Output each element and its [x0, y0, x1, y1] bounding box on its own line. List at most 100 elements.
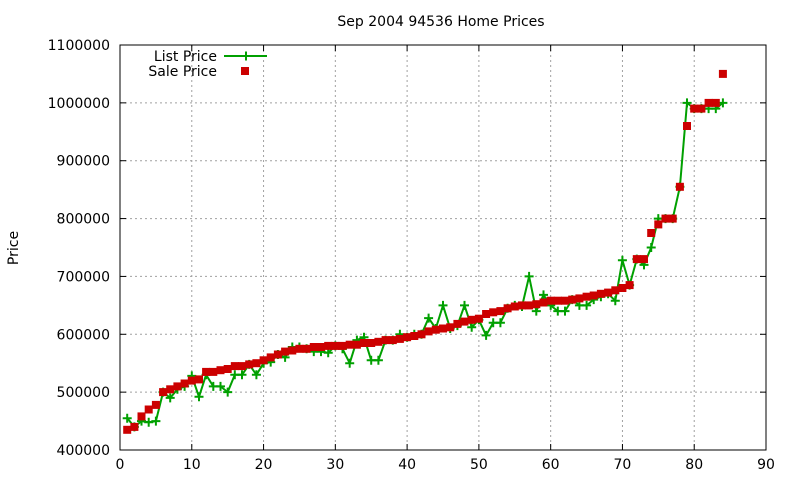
sale-price-point	[302, 344, 311, 353]
sale-price-point	[510, 302, 519, 311]
sale-price-point	[589, 291, 598, 300]
sale-price-point	[532, 300, 541, 309]
y-tick-label: 700000	[57, 269, 110, 285]
sale-price-point	[288, 346, 297, 355]
list-price-point	[617, 255, 627, 265]
sale-price-point	[611, 286, 620, 295]
sale-price-point	[453, 319, 462, 328]
sale-price-point	[518, 301, 526, 310]
list-price-point	[460, 300, 469, 310]
sale-price-point	[230, 362, 239, 371]
list-price-point	[373, 355, 383, 365]
list-price-point	[682, 98, 692, 108]
sale-price-point	[561, 296, 569, 305]
x-tick-label: 40	[398, 457, 416, 473]
chart-title: Sep 2004 94536 Home Prices	[337, 14, 544, 30]
list-price-point	[646, 243, 656, 252]
list-price-point	[251, 370, 261, 380]
legend-label-list-price: List Price	[154, 49, 217, 65]
sale-price-point	[647, 229, 656, 237]
sale-price-point	[503, 304, 512, 313]
sale-price-point	[381, 336, 390, 345]
sale-price-point	[446, 323, 455, 332]
sale-price-point	[417, 330, 426, 339]
list-price-point	[223, 387, 233, 397]
list-price-point	[582, 300, 592, 310]
x-tick-label: 20	[255, 457, 273, 473]
x-tick-label: 0	[116, 457, 125, 473]
x-tick-label: 30	[326, 457, 344, 473]
y-axis-tick-labels: 400000 500000 600000 700000 800000 900000 1000…	[48, 38, 110, 459]
sale-price-point	[367, 339, 376, 347]
x-tick-label: 70	[614, 457, 632, 473]
sale-price-point	[575, 294, 584, 303]
sale-price-point	[496, 307, 505, 316]
sale-price-point	[374, 337, 383, 346]
sale-price-point	[625, 281, 634, 290]
plot-frame	[119, 44, 767, 451]
list-price-point	[424, 313, 434, 323]
sale-price-point	[431, 325, 440, 334]
y-tick-label: 1000000	[48, 96, 110, 112]
sale-price-point	[216, 366, 225, 375]
list-price-point	[560, 306, 570, 316]
list-price-point	[165, 393, 175, 403]
x-tick-label: 10	[183, 457, 201, 473]
y-tick-label: 400000	[57, 443, 110, 459]
sale-price-point	[668, 214, 677, 223]
sale-price-point	[482, 310, 491, 318]
x-tick-label: 50	[470, 457, 488, 473]
sale-price-point	[654, 220, 663, 229]
sale-price-point	[195, 375, 203, 384]
sale-price-point	[618, 284, 627, 292]
sale-price-point	[209, 367, 218, 376]
list-price-point	[216, 381, 225, 391]
list-price-point	[524, 271, 534, 281]
x-axis-tick-labels: 0 10 20 30 40 50 60 70 80 90	[116, 457, 775, 473]
sale-price-point	[137, 412, 146, 421]
sale-price-point	[281, 347, 290, 356]
sale-price-point	[568, 295, 577, 304]
list-price-point	[438, 300, 448, 310]
list-price-point	[718, 98, 728, 108]
sale-price-point	[704, 98, 713, 107]
sale-price-point	[144, 405, 153, 414]
sale-price-point	[474, 314, 483, 323]
sale-price-point	[317, 343, 325, 351]
sale-price-point	[711, 98, 720, 107]
sale-price-point	[345, 340, 354, 349]
sale-price-point	[460, 317, 469, 326]
sale-price-point	[238, 362, 246, 371]
list-price-point	[194, 392, 204, 402]
sale-price-point	[632, 255, 641, 264]
sale-price-point	[467, 315, 476, 324]
sale-price-point	[223, 365, 232, 373]
x-tick-label: 90	[757, 457, 775, 473]
list-price-point	[122, 413, 132, 423]
list-price-point	[467, 322, 477, 332]
y-tick-label: 800000	[57, 212, 110, 228]
sale-price-point	[295, 344, 304, 353]
series-sale-price	[123, 69, 727, 434]
sale-price-point	[202, 367, 211, 376]
sale-price-point	[546, 296, 555, 305]
sale-price-point	[331, 341, 340, 350]
y-tick-label: 900000	[57, 154, 110, 170]
sale-price-point	[324, 341, 333, 350]
sale-price-point	[604, 288, 613, 297]
sale-price-point	[403, 333, 412, 342]
list-price-point	[539, 290, 548, 300]
sale-price-point	[661, 214, 670, 223]
sale-price-point	[388, 336, 397, 345]
sale-price-point	[151, 400, 160, 409]
list-price-point	[144, 417, 154, 427]
sale-price-point	[123, 425, 132, 434]
y-tick-label: 500000	[57, 385, 110, 401]
sale-price-point	[130, 422, 139, 431]
x-tick-label: 80	[685, 457, 703, 473]
y-tick-label: 1100000	[48, 38, 110, 54]
y-axis-label: Price	[6, 231, 22, 265]
sale-price-point	[596, 289, 605, 298]
